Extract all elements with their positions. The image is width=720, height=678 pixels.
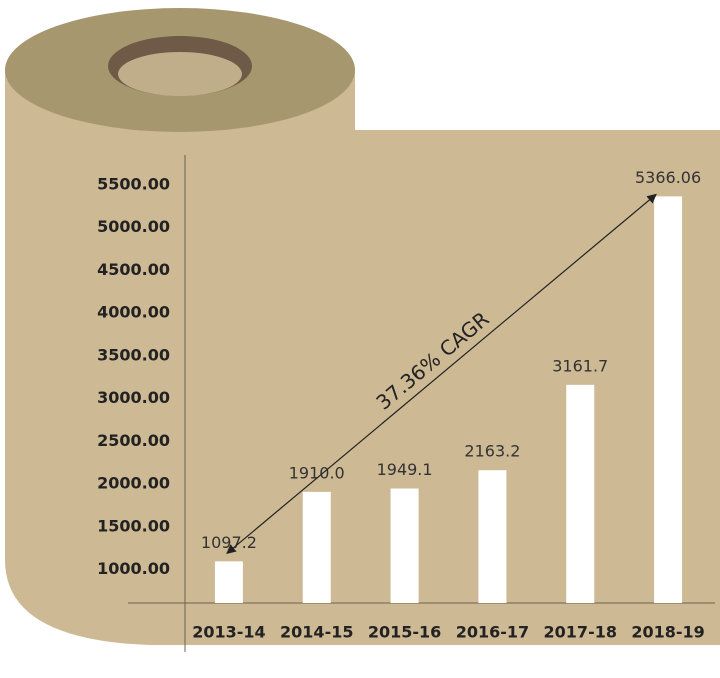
y-tick-label: 3500.00 [97, 345, 170, 364]
cagr-arrow [226, 193, 657, 554]
value-label: 3161.7 [552, 356, 608, 375]
x-tick-label: 2016-17 [456, 623, 529, 642]
y-tick-label: 3000.00 [97, 388, 170, 407]
value-label: 1910.0 [289, 463, 345, 482]
y-tick-label: 1000.00 [97, 559, 170, 578]
y-tick-label: 1500.00 [97, 516, 170, 535]
value-label: 1949.1 [377, 460, 433, 479]
value-label: 5366.06 [635, 168, 701, 187]
bar [478, 470, 507, 603]
bar [390, 488, 419, 603]
y-tick-label: 5500.00 [97, 174, 170, 193]
y-tick-label: 4500.00 [97, 260, 170, 279]
y-tick-label: 5000.00 [97, 217, 170, 236]
bar [214, 561, 243, 603]
x-tick-label: 2017-18 [544, 623, 617, 642]
bar [302, 491, 331, 603]
bar [566, 384, 595, 603]
x-tick-label: 2015-16 [368, 623, 441, 642]
bar [654, 196, 683, 603]
paper-roll [5, 8, 720, 645]
x-tick-label: 2013-14 [192, 623, 265, 642]
y-tick-label: 4000.00 [97, 303, 170, 322]
x-tick-label: 2018-19 [631, 623, 704, 642]
value-label: 2163.2 [464, 442, 520, 461]
y-tick-label: 2500.00 [97, 431, 170, 450]
y-tick-label: 2000.00 [97, 474, 170, 493]
x-tick-label: 2014-15 [280, 623, 353, 642]
